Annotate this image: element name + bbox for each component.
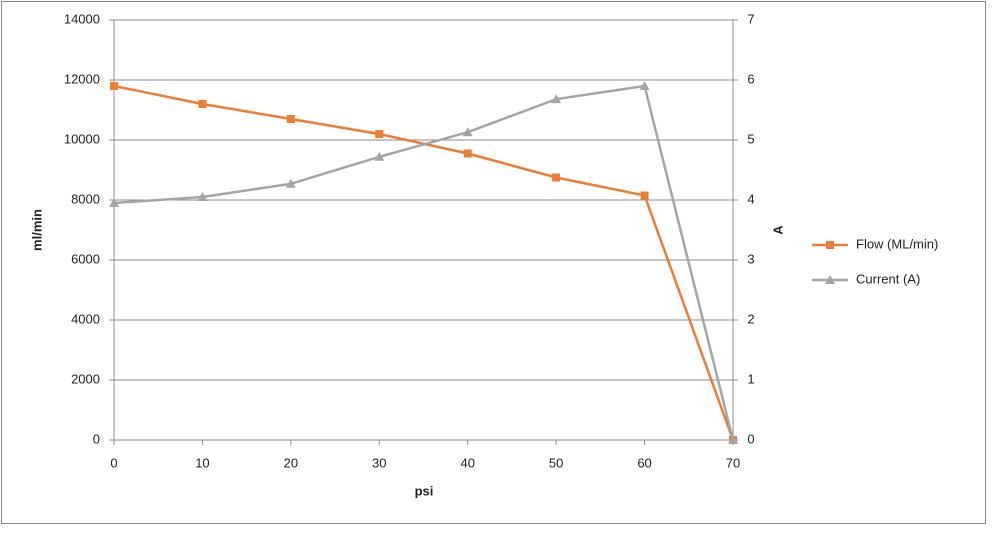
data-point	[551, 94, 562, 104]
data-point	[639, 81, 650, 90]
y-tick-label: 14000	[64, 11, 100, 26]
y-tick-label: 10000	[64, 131, 100, 146]
data-point	[285, 178, 296, 188]
x-tick-label: 60	[637, 455, 651, 470]
y2-tick-label: 3	[747, 251, 754, 266]
series-line	[113, 84, 735, 441]
y-tick-label: 4000	[71, 311, 100, 326]
y-tick-label: 12000	[64, 71, 100, 86]
chart-frame	[1, 1, 986, 524]
data-point	[640, 191, 649, 200]
y-axis-title: ml/min	[29, 209, 44, 251]
x-tick-label: 30	[372, 455, 386, 470]
data-point	[728, 435, 738, 444]
data-point	[197, 192, 208, 201]
x-tick-label: 20	[284, 455, 298, 470]
legend-label: Flow (ML/min)	[856, 236, 938, 251]
y2-tick-label: 4	[747, 191, 754, 206]
data-point	[463, 149, 472, 158]
legend-marker	[825, 275, 835, 284]
legend-label: Current (A)	[856, 271, 920, 286]
y-tick-label: 2000	[71, 371, 100, 386]
y-tick-label: 0	[93, 431, 100, 446]
y-tick-label: 6000	[71, 251, 100, 266]
data-point	[109, 198, 119, 207]
y2-tick-label: 7	[747, 11, 754, 26]
y2-tick-label: 0	[747, 431, 754, 446]
y2-axis-title: A	[770, 225, 785, 235]
x-axis-title: psi	[415, 483, 434, 498]
data-point	[198, 100, 207, 108]
y2-tick-label: 2	[747, 311, 754, 326]
data-point	[374, 151, 385, 161]
data-point	[375, 130, 384, 138]
y2-tick-label: 1	[747, 371, 754, 386]
x-tick-label: 70	[726, 455, 740, 470]
y2-tick-label: 6	[747, 71, 754, 86]
data-point	[286, 115, 295, 123]
data-point	[110, 82, 118, 90]
x-tick-label: 0	[110, 455, 117, 470]
x-tick-label: 50	[549, 455, 563, 470]
legend-marker	[826, 241, 834, 249]
x-tick-label: 40	[460, 455, 474, 470]
y2-tick-label: 5	[747, 131, 754, 146]
data-point	[462, 127, 473, 137]
data-point	[552, 173, 561, 182]
x-tick-label: 10	[195, 455, 209, 470]
y-tick-label: 8000	[71, 191, 100, 206]
